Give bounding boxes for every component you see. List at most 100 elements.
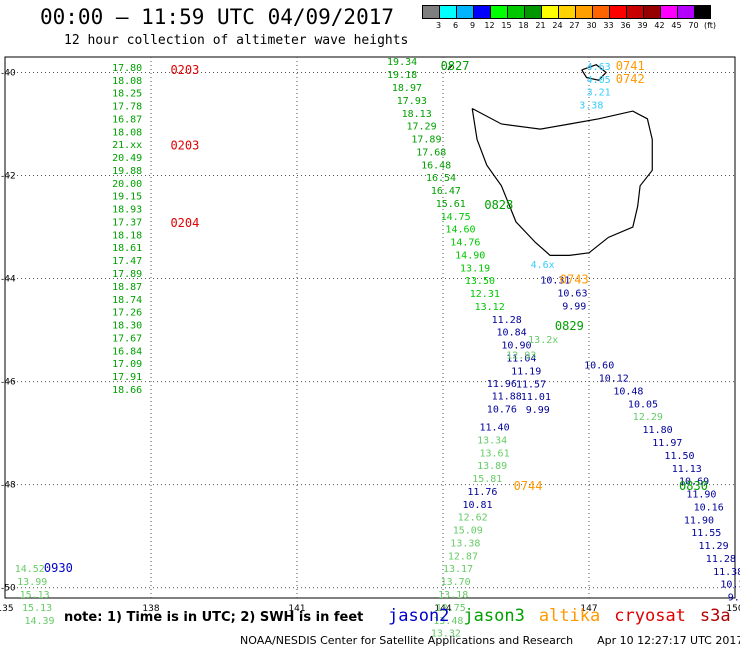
wave-height-value: 15.61	[436, 199, 466, 210]
legend-jason3: jason3	[463, 606, 525, 626]
color-scale-label: 30	[586, 21, 597, 30]
wave-height-value: 15.13	[22, 603, 52, 614]
pass-time-label: 0827	[441, 59, 470, 73]
wave-height-value: 11.90	[684, 515, 714, 526]
footnote: note: 1) Time is in UTC; 2) SWH is in fe…	[64, 610, 364, 625]
wave-height-value: 14.39	[24, 616, 54, 627]
wave-height-value: 13.99	[17, 577, 47, 588]
wave-height-value: 9.x	[728, 593, 740, 604]
lon-tick-label: 150	[726, 604, 740, 614]
wave-height-value: 13.2x	[528, 335, 558, 346]
wave-height-value: 16.48	[421, 160, 451, 171]
page-title: 00:00 – 11:59 UTC 04/09/2017	[40, 5, 395, 29]
color-scale-cell	[643, 5, 660, 19]
wave-height-value: 18.25	[112, 89, 142, 100]
wave-height-value: 11.57	[516, 379, 546, 390]
lat-tick-label: -48	[1, 481, 16, 491]
wave-height-value: 11.40	[480, 423, 510, 434]
color-scale-cell	[626, 5, 643, 19]
wave-height-value: 14.90	[455, 250, 485, 261]
pass-time-label: 0203	[170, 139, 199, 153]
pass-time-label: 0203	[170, 63, 199, 77]
wave-height-value: 9.99	[526, 405, 550, 416]
wave-height-value: 16.47	[431, 186, 461, 197]
wave-height-value: 14.52	[15, 564, 45, 575]
wave-height-value: 13.17	[443, 564, 473, 575]
wave-height-value: 11.97	[652, 438, 682, 449]
wave-height-value: 11.28	[706, 554, 736, 565]
pass-time-label: 0830	[679, 479, 708, 493]
wave-height-value: 10.69	[679, 477, 709, 488]
wave-height-value: 11.96	[487, 379, 517, 390]
wave-height-value: 10.63	[557, 289, 587, 300]
king-island-coastline	[447, 64, 454, 71]
pass-time-label: 0744	[514, 479, 543, 493]
color-scale-cell	[422, 5, 439, 19]
pass-time-label: 0204	[170, 216, 199, 230]
wave-height-value: 10.76	[487, 405, 517, 416]
wave-height-value: 14.60	[445, 225, 475, 236]
pass-time-label: 0828	[484, 198, 513, 212]
wave-height-value: 3.21	[587, 88, 611, 99]
color-scale-cell	[660, 5, 677, 19]
color-scale-label: 45	[671, 21, 682, 30]
pass-time-label: 0743	[560, 273, 589, 287]
color-scale-cell	[541, 5, 558, 19]
wave-height-value: 13.32	[431, 629, 461, 640]
color-scale-cell	[575, 5, 592, 19]
color-scale-cell	[592, 5, 609, 19]
credit-text: NOAA/NESDIS Center for Satellite Applica…	[240, 634, 574, 647]
legend-jason2: jason2	[388, 606, 450, 626]
wave-height-value: 13.38	[450, 538, 480, 549]
wave-height-value: 17.09	[112, 359, 142, 370]
scale-unit: (ft)	[704, 21, 717, 30]
wave-height-value: 12.93	[506, 350, 536, 361]
color-scale-label: 18	[518, 21, 529, 30]
color-scale-label: 33	[603, 21, 614, 30]
pass-time-label: 0742	[616, 72, 645, 86]
wave-height-value: 11.19	[511, 366, 541, 377]
wave-height-value: 11.55	[691, 528, 721, 539]
wave-height-value: 20.00	[112, 179, 142, 190]
lat-tick-label: -42	[1, 172, 16, 182]
credit-footer: NOAA/NESDIS Center for Satellite Applica…	[240, 634, 740, 647]
wave-height-value: 12.31	[470, 289, 500, 300]
map-frame	[4, 56, 736, 599]
color-scale-label: 15	[501, 21, 512, 30]
wave-height-value: 18.18	[112, 230, 142, 241]
color-scale-label: 39	[637, 21, 648, 30]
color-scale-label: 24	[552, 21, 563, 30]
wave-height-value: 13.18	[438, 590, 468, 601]
color-scale-label: 42	[654, 21, 665, 30]
lat-tick-label: -46	[1, 378, 16, 388]
wave-height-value: 11.76	[467, 487, 497, 498]
wave-height-value: 12.29	[633, 412, 663, 423]
color-scale-cell	[677, 5, 694, 19]
wave-height-value: 10.39	[720, 580, 740, 591]
color-scale-label: 3	[435, 21, 442, 30]
lat-tick-label: -50	[1, 584, 16, 594]
wave-height-value: 18.61	[112, 243, 142, 254]
wave-height-value: 11.29	[699, 541, 729, 552]
wave-height-value: 17.37	[112, 217, 142, 228]
lat-tick-label: -40	[1, 68, 16, 78]
wave-height-value: 17.80	[112, 63, 142, 74]
wave-height-value: 13.89	[477, 461, 507, 472]
color-scale	[422, 5, 711, 19]
color-scale-labels: 3 6 9 12 15 18 21 24 27 30 33 36 39 42 45 70	[422, 21, 702, 30]
wave-height-value: 11.13	[672, 464, 702, 475]
pass-time-label: 0829	[555, 319, 584, 333]
wave-height-value: 10.31	[540, 276, 570, 287]
wave-height-value: 20.49	[112, 153, 142, 164]
wave-height-value: 18.08	[112, 127, 142, 138]
wave-height-value: 11.88	[492, 392, 522, 403]
wave-height-value: 18.13	[402, 109, 432, 120]
wave-height-value: 14.76	[450, 238, 480, 249]
wave-height-value: 13.34	[477, 435, 507, 446]
page-subtitle: 12 hour collection of altimeter wave hei…	[64, 33, 409, 48]
pass-time-label: 0930	[44, 561, 73, 575]
timestamp: Apr 10 12:27:17 UTC 2017	[597, 634, 740, 647]
wave-height-value: 17.47	[112, 256, 142, 267]
wave-height-value: 18.30	[112, 321, 142, 332]
wave-height-value: 10.16	[694, 502, 724, 513]
